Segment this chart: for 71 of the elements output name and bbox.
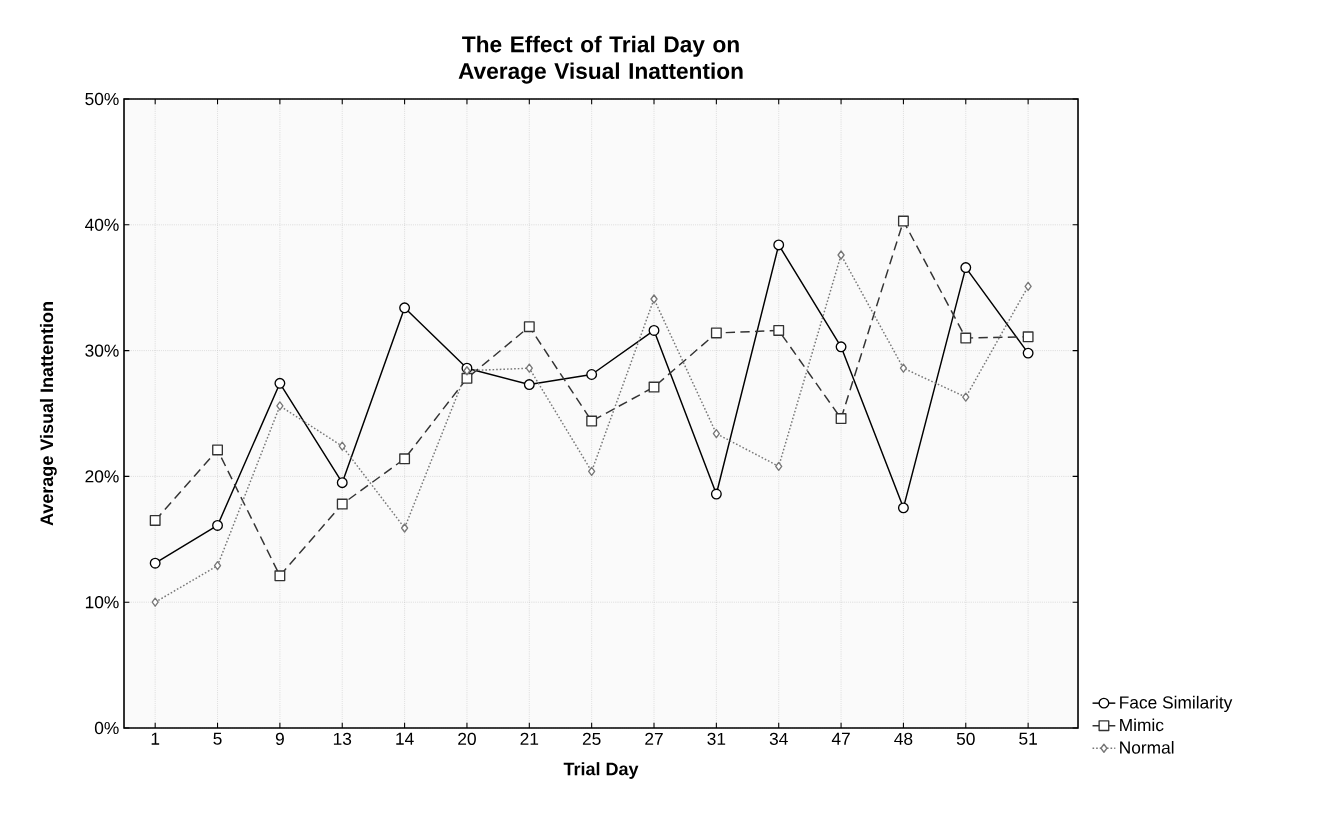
point <box>274 377 286 389</box>
point <box>461 372 473 384</box>
x-tick-label: 25 <box>582 732 601 745</box>
x-tick-label: 47 <box>831 732 850 745</box>
point <box>960 332 972 344</box>
point <box>274 570 286 582</box>
x-tick-label: 50 <box>956 732 975 745</box>
point <box>712 428 721 439</box>
point <box>149 557 161 569</box>
y-tick-label: 20% <box>85 470 119 483</box>
point <box>213 561 222 571</box>
x-tick-label: 27 <box>645 732 663 745</box>
point <box>525 363 533 373</box>
y-tick-label: 50% <box>85 92 119 106</box>
point <box>648 325 660 336</box>
point <box>1022 331 1034 343</box>
point <box>212 444 224 456</box>
x-axis-title: Trial Day <box>563 762 639 779</box>
chart-title: The Effect of Trial Day on Average Visual Inattention <box>458 35 743 84</box>
point <box>1024 281 1032 292</box>
y-tick-label: 10% <box>85 596 119 609</box>
point <box>775 461 783 472</box>
point <box>338 441 346 451</box>
point <box>336 498 348 510</box>
x-tick-label: 48 <box>894 732 913 745</box>
point <box>837 250 845 260</box>
y-tick-label: 0% <box>94 721 119 735</box>
legend-label: Normal <box>1120 740 1174 754</box>
y-tick-label: 30% <box>85 344 119 357</box>
point <box>523 321 535 333</box>
point <box>835 341 847 353</box>
point <box>336 477 348 489</box>
point <box>276 401 284 411</box>
x-tick-label: 1 <box>151 732 160 745</box>
point <box>151 597 159 607</box>
point <box>960 262 972 274</box>
point <box>399 302 411 314</box>
x-tick-label: 20 <box>458 732 476 745</box>
point <box>212 519 224 531</box>
legend-label: Face Similarity <box>1120 695 1233 713</box>
y-axis-title: Average Visual Inattention <box>39 302 57 526</box>
x-tick-label: 34 <box>769 732 788 745</box>
x-tick-label: 9 <box>275 732 284 745</box>
point <box>773 325 785 336</box>
point <box>587 466 596 477</box>
point <box>399 453 411 465</box>
point <box>1022 347 1034 359</box>
point <box>648 381 660 393</box>
point <box>897 502 909 514</box>
point <box>586 415 598 427</box>
x-tick-label: 21 <box>520 732 539 745</box>
point <box>897 215 909 227</box>
point <box>835 413 847 424</box>
point <box>710 327 722 339</box>
point <box>523 379 535 391</box>
point <box>773 239 785 251</box>
point <box>899 363 908 373</box>
legend-label: Mimic <box>1120 718 1164 732</box>
point <box>149 514 161 526</box>
point <box>586 369 598 380</box>
point <box>710 488 722 500</box>
x-tick-label: 13 <box>333 732 352 745</box>
x-tick-label: 14 <box>396 732 414 745</box>
point <box>400 523 409 533</box>
y-tick-label: 40% <box>85 218 119 231</box>
x-tick-label: 31 <box>707 732 726 745</box>
point <box>962 392 970 402</box>
x-tick-label: 51 <box>1019 732 1037 745</box>
point <box>463 366 471 376</box>
x-tick-label: 5 <box>213 732 222 745</box>
point <box>650 294 658 304</box>
